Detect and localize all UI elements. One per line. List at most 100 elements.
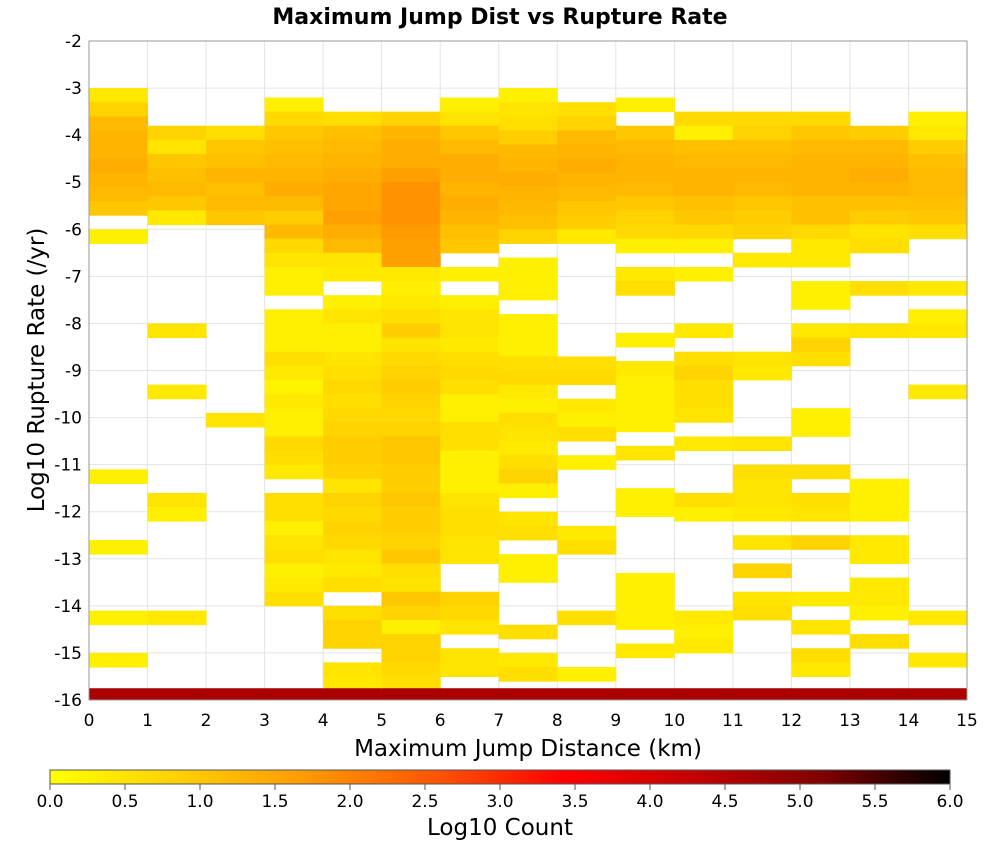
heatmap-cell bbox=[674, 351, 734, 367]
heatmap-cell bbox=[147, 196, 207, 211]
heatmap-cell bbox=[557, 215, 617, 230]
heatmap-cell bbox=[674, 436, 734, 452]
heatmap-cell bbox=[440, 648, 500, 663]
x-tick-label: 11 bbox=[722, 711, 744, 731]
heatmap-cell bbox=[264, 337, 324, 353]
heatmap-cell bbox=[323, 351, 383, 367]
heatmap-cell bbox=[323, 125, 383, 141]
heatmap-cell bbox=[849, 591, 909, 607]
heatmap-cell bbox=[440, 688, 500, 701]
colorbar-label: Log10 Count bbox=[427, 815, 573, 841]
heatmap-cell bbox=[323, 252, 383, 268]
heatmap-cell bbox=[674, 688, 734, 701]
heatmap-cell bbox=[557, 426, 617, 442]
heatmap-cell bbox=[440, 591, 500, 607]
heatmap-cell bbox=[440, 125, 500, 141]
heatmap-cell bbox=[674, 111, 734, 127]
heatmap-cell bbox=[206, 139, 266, 155]
heatmap-cell bbox=[849, 153, 909, 169]
x-tick-label: 2 bbox=[201, 711, 212, 731]
heatmap-cell bbox=[264, 408, 324, 423]
heatmap-cell bbox=[849, 168, 909, 183]
heatmap-cell bbox=[732, 196, 792, 211]
heatmap-cell bbox=[264, 436, 324, 452]
heatmap-cell bbox=[615, 266, 675, 282]
heatmap-cell bbox=[791, 648, 851, 663]
heatmap-cell bbox=[498, 412, 558, 428]
heatmap-cell bbox=[732, 591, 792, 607]
colorbar-tick-label: 2.0 bbox=[336, 792, 363, 812]
heatmap-cell bbox=[791, 464, 851, 480]
heatmap-cell bbox=[908, 281, 968, 296]
heatmap-cell bbox=[89, 469, 149, 484]
heatmap-cell bbox=[381, 436, 441, 452]
heatmap-cell bbox=[908, 125, 968, 141]
heatmap-cell bbox=[849, 605, 909, 621]
heatmap-cell bbox=[440, 535, 500, 550]
heatmap-cell bbox=[791, 535, 851, 550]
colorbar-tick-label: 0.5 bbox=[111, 792, 138, 812]
heatmap-cell bbox=[557, 130, 617, 146]
heatmap-cell bbox=[557, 186, 617, 202]
heatmap-cell bbox=[440, 422, 500, 437]
heatmap-cell bbox=[89, 102, 149, 117]
heatmap-cell bbox=[498, 328, 558, 343]
heatmap-cell bbox=[498, 384, 558, 400]
x-tick-labels: 0 1 2 3 4 5 6 7 8 9 10 11 12 13 14 15 bbox=[84, 711, 978, 731]
colorbar-tick-label: 2.5 bbox=[411, 792, 438, 812]
heatmap-cell bbox=[323, 309, 383, 324]
heatmap-cell bbox=[440, 295, 500, 310]
heatmap-cell bbox=[440, 605, 500, 621]
heatmap-cell bbox=[732, 351, 792, 367]
heatmap-cell bbox=[440, 662, 500, 677]
heatmap-cell bbox=[147, 323, 207, 339]
colorbar-tick-label: 4.0 bbox=[636, 792, 663, 812]
heatmap-cell bbox=[615, 210, 675, 226]
heatmap-cell bbox=[323, 605, 383, 621]
y-tick-label: -13 bbox=[54, 550, 82, 570]
heatmap-cell bbox=[791, 507, 851, 522]
heatmap-cells bbox=[89, 88, 968, 701]
heatmap-cell bbox=[147, 492, 207, 508]
y-tick-label: -9 bbox=[65, 362, 82, 382]
heatmap-cell bbox=[557, 144, 617, 160]
heatmap-cell bbox=[206, 688, 266, 701]
heatmap-cell bbox=[89, 201, 149, 216]
heatmap-cell bbox=[674, 507, 734, 522]
heatmap-cell bbox=[557, 201, 617, 216]
heatmap-cell bbox=[381, 464, 441, 480]
heatmap-cell bbox=[498, 426, 558, 442]
heatmap-cell bbox=[381, 507, 441, 522]
heatmap-cell bbox=[674, 196, 734, 211]
heatmap-cell bbox=[498, 511, 558, 527]
heatmap-cell bbox=[498, 186, 558, 202]
x-tick-label: 5 bbox=[376, 711, 387, 731]
heatmap-cell bbox=[264, 591, 324, 607]
heatmap-cell bbox=[264, 182, 324, 197]
heatmap-cell bbox=[264, 97, 324, 113]
x-tick-label: 6 bbox=[435, 711, 446, 731]
heatmap-cell bbox=[557, 116, 617, 131]
heatmap-cell bbox=[264, 210, 324, 226]
heatmap-cell bbox=[498, 568, 558, 583]
heatmap-cell bbox=[732, 252, 792, 268]
y-tick-label: -3 bbox=[65, 79, 82, 99]
plot-frame bbox=[88, 40, 968, 701]
heatmap-cell bbox=[732, 478, 792, 494]
heatmap-cell bbox=[147, 139, 207, 155]
heatmap-cell bbox=[147, 507, 207, 522]
heatmap-cell bbox=[381, 521, 441, 536]
heatmap-cell bbox=[323, 182, 383, 197]
heatmap-cell bbox=[440, 337, 500, 353]
heatmap-cell bbox=[674, 408, 734, 423]
heatmap-cell bbox=[440, 492, 500, 508]
x-tick-label: 10 bbox=[664, 711, 686, 731]
x-tick-label: 12 bbox=[781, 711, 803, 731]
heatmap-cell bbox=[791, 337, 851, 353]
heatmap-cell bbox=[498, 102, 558, 117]
heatmap-cell bbox=[381, 605, 441, 621]
heatmap-cell bbox=[440, 619, 500, 635]
heatmap-cell bbox=[147, 384, 207, 400]
heatmap-cell bbox=[498, 271, 558, 287]
heatmap-cell bbox=[440, 97, 500, 113]
